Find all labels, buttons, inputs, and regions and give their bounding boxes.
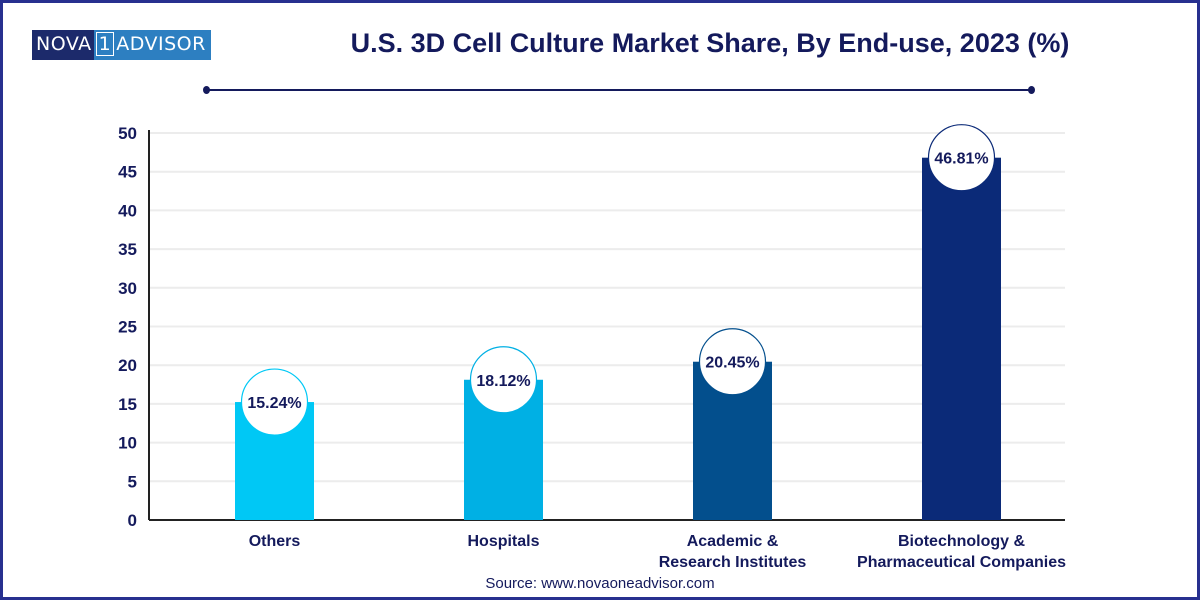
y-tick-label: 20: [118, 356, 137, 375]
data-label: 46.81%: [934, 151, 988, 168]
y-tick-label: 45: [118, 163, 137, 182]
bar: [922, 157, 1001, 520]
logo-part-advisor: ADVISOR: [116, 33, 206, 55]
y-tick-label: 25: [118, 318, 137, 337]
y-tick-label: 50: [118, 124, 137, 143]
data-label: 15.24%: [247, 395, 301, 412]
x-tick-label: Pharmaceutical Companies: [857, 554, 1066, 571]
y-tick-label: 40: [118, 201, 137, 220]
title-underline: [206, 89, 1031, 91]
x-tick-label: Hospitals: [467, 533, 539, 550]
brand-logo: NOVA 1 ADVISOR: [32, 30, 211, 60]
y-tick-label: 30: [118, 279, 137, 298]
data-label-bubble: [927, 124, 996, 192]
chart-title: U.S. 3D Cell Culture Market Share, By En…: [350, 28, 1070, 58]
y-tick-label: 15: [118, 395, 137, 414]
y-tick-label: 35: [118, 240, 137, 259]
x-tick-label: Academic &: [687, 533, 779, 550]
underline-dot-left: [203, 86, 210, 94]
logo-part-nova: NOVA: [32, 30, 94, 60]
y-tick-label: 0: [128, 511, 137, 530]
x-tick-label: Others: [249, 533, 301, 550]
data-label: 18.12%: [476, 373, 530, 390]
logo-box-one: 1: [95, 32, 115, 56]
data-label: 20.45%: [705, 355, 759, 372]
x-tick-label: Biotechnology &: [898, 533, 1026, 550]
underline-dot-right: [1028, 86, 1035, 94]
data-label-bubble: [469, 346, 538, 414]
y-tick-label: 10: [118, 434, 137, 453]
source-note: Source: www.novaoneadvisor.com: [485, 575, 715, 592]
x-tick-label: Research Institutes: [659, 554, 807, 571]
data-label-bubble: [240, 368, 309, 436]
data-label-bubble: [698, 328, 767, 396]
y-tick-label: 5: [128, 472, 137, 491]
